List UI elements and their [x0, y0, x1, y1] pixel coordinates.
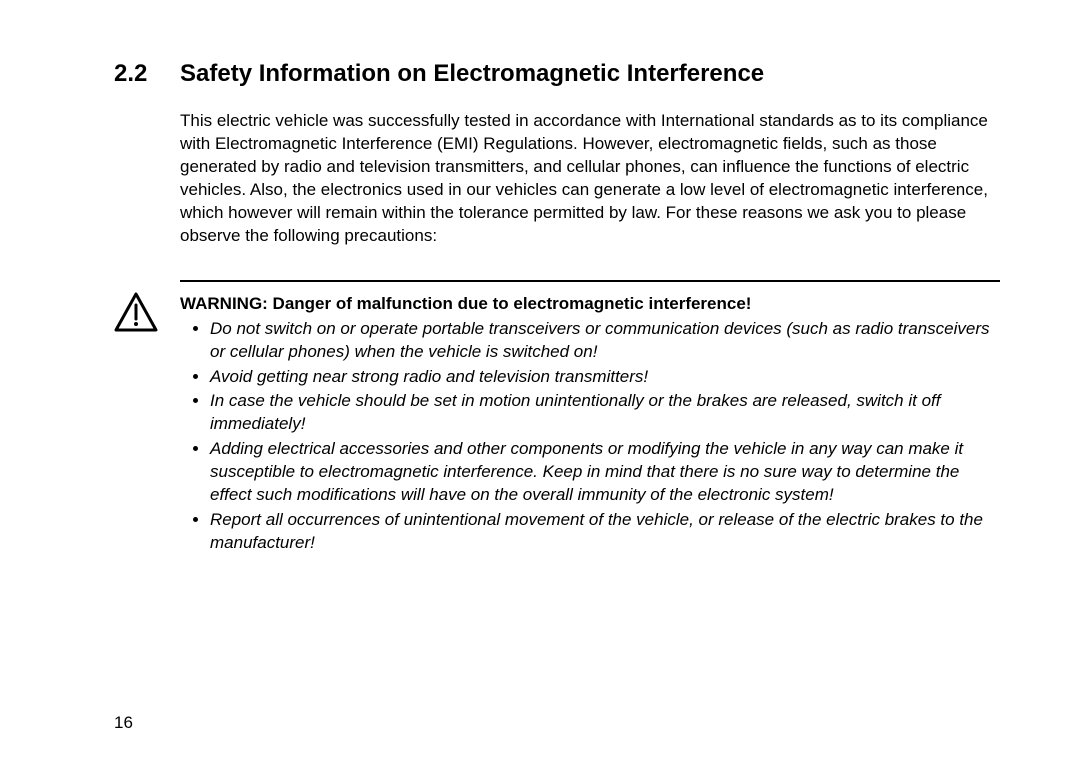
- warning-triangle-icon: [114, 292, 158, 332]
- section-heading: 2.2 Safety Information on Electromagneti…: [114, 60, 1000, 88]
- warning-item: Do not switch on or operate portable tra…: [210, 318, 1000, 364]
- page-number: 16: [114, 713, 133, 733]
- warning-item: In case the vehicle should be set in mot…: [210, 390, 1000, 436]
- document-page: 2.2 Safety Information on Electromagneti…: [0, 0, 1080, 761]
- warning-item: Avoid getting near strong radio and tele…: [210, 366, 1000, 389]
- warning-item: Adding electrical accessories and other …: [210, 438, 1000, 507]
- section-title: Safety Information on Electromagnetic In…: [180, 60, 764, 88]
- warning-list: Do not switch on or operate portable tra…: [180, 318, 1000, 555]
- warning-item: Report all occurrences of unintentional …: [210, 509, 1000, 555]
- warning-title: WARNING: Danger of malfunction due to el…: [180, 294, 1000, 314]
- section-number: 2.2: [114, 60, 180, 88]
- intro-paragraph: This electric vehicle was successfully t…: [180, 110, 1000, 248]
- warning-block: WARNING: Danger of malfunction due to el…: [180, 280, 1000, 555]
